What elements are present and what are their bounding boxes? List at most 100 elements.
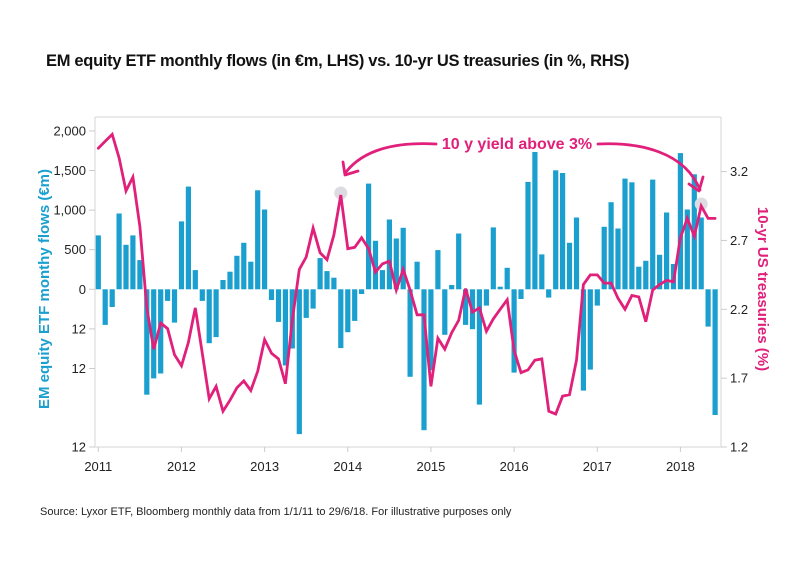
source-note: Source: Lyxor ETF, Bloomberg monthly dat…	[40, 506, 512, 518]
flow-bar	[352, 289, 358, 321]
annotation-arrowhead-left	[341, 160, 360, 177]
flow-bar	[677, 153, 683, 290]
flow-bar	[483, 289, 489, 306]
flow-bar	[580, 289, 586, 391]
flow-bar	[636, 266, 642, 290]
flow-bar	[268, 289, 275, 300]
flow-bar	[421, 289, 427, 431]
x-tick-label: 2013	[250, 459, 279, 474]
flow-bar	[379, 270, 385, 290]
right-tick-label: 1.7	[730, 371, 748, 386]
flow-bar	[102, 289, 108, 325]
flow-bar	[539, 254, 545, 290]
flow-bar	[698, 217, 704, 290]
flow-bar	[553, 170, 559, 290]
flow-bar	[622, 178, 628, 290]
flow-bar	[532, 152, 538, 290]
left-tick-label: 12	[72, 361, 86, 376]
flow-bar	[573, 217, 580, 290]
yield-line-series	[96, 131, 717, 416]
flow-bar	[123, 244, 129, 290]
flow-bar	[255, 190, 261, 290]
x-tick-label: 2018	[666, 459, 695, 474]
x-tick-label: 2012	[167, 459, 196, 474]
x-tick-label: 2017	[583, 459, 612, 474]
flow-bar	[657, 254, 663, 290]
right-axis-ticks: 3.2 2.7 2.2 1.7 1.2	[721, 164, 748, 455]
flow-bar	[206, 289, 212, 344]
flow-bar	[324, 271, 330, 290]
flow-bar	[165, 289, 171, 301]
flow-bar	[560, 173, 566, 290]
flow-bar	[137, 260, 143, 290]
x-tick-label: 2016	[500, 459, 529, 474]
flow-bar	[317, 258, 323, 290]
chart-title: EM equity ETF monthly flows (in €m, LHS)…	[46, 52, 630, 70]
flow-bar	[684, 209, 690, 290]
flow-bar	[428, 289, 434, 371]
flow-bar	[518, 289, 524, 299]
annotation-arrow-left	[344, 142, 438, 174]
flow-bar	[400, 227, 406, 290]
annotation-text: 10 y yield above 3%	[442, 136, 592, 153]
left-axis-ticks: 2,000 1,500 1,000 500 0 12 12 12	[53, 123, 95, 455]
flow-bar	[275, 289, 282, 322]
flow-bar	[282, 289, 288, 366]
flow-bar	[664, 212, 670, 290]
flow-bar	[178, 221, 185, 290]
flow-bar	[296, 289, 302, 435]
left-tick-label: 0	[79, 282, 86, 297]
flow-bar	[629, 182, 635, 290]
flow-bar	[608, 202, 614, 290]
flow-bar	[331, 277, 337, 290]
left-tick-label: 1,500	[53, 163, 86, 178]
plot-frame	[94, 116, 722, 448]
left-tick-label: 500	[64, 242, 86, 257]
flow-bar	[463, 289, 469, 325]
flow-bar	[650, 179, 656, 290]
flow-bar	[185, 186, 191, 290]
right-tick-label: 2.2	[730, 302, 748, 317]
flow-bar	[490, 227, 496, 290]
annotation: 10 y yield above 3%	[341, 136, 705, 193]
flow-bar	[241, 242, 247, 290]
flow-bar	[435, 250, 441, 290]
left-tick-label: 1,000	[53, 203, 86, 218]
flow-bar	[497, 286, 503, 290]
flow-bar	[227, 271, 233, 290]
flow-bar	[449, 285, 455, 290]
flow-bar	[442, 289, 448, 335]
flow-bar	[546, 289, 552, 298]
flow-bar	[407, 289, 413, 377]
flow-bar	[220, 280, 226, 290]
flow-bar	[303, 289, 309, 318]
flow-bar	[95, 235, 101, 290]
right-tick-label: 2.7	[730, 233, 748, 248]
flow-bar	[192, 270, 198, 290]
flow-bar	[213, 289, 219, 338]
annotation-arrowhead-right	[687, 175, 705, 193]
flow-bar	[386, 219, 392, 290]
flow-bar	[594, 289, 600, 306]
flow-bar	[234, 255, 240, 290]
x-tick-label: 2011	[84, 459, 112, 474]
right-axis-title: 10-yr US treasuries (%)	[754, 207, 771, 371]
flow-bar	[525, 181, 531, 290]
flow-bar	[566, 242, 573, 290]
flow-bar	[643, 260, 649, 290]
flow-bar	[248, 261, 254, 290]
flow-bar	[116, 213, 122, 290]
flow-bar	[414, 261, 420, 290]
flow-bar	[130, 235, 136, 290]
flow-bar	[171, 289, 178, 323]
flow-bar	[705, 289, 711, 327]
flow-bar	[587, 289, 593, 370]
flow-bar	[601, 226, 607, 290]
annotation-arrow-right	[596, 142, 702, 192]
flow-bar	[359, 289, 365, 294]
x-axis-ticks: 2011 2012 2013 2014 2015 2016 2017 2018	[84, 447, 695, 474]
flow-bar	[109, 289, 115, 307]
left-tick-label: 12	[72, 440, 86, 455]
flow-bar	[158, 289, 164, 374]
